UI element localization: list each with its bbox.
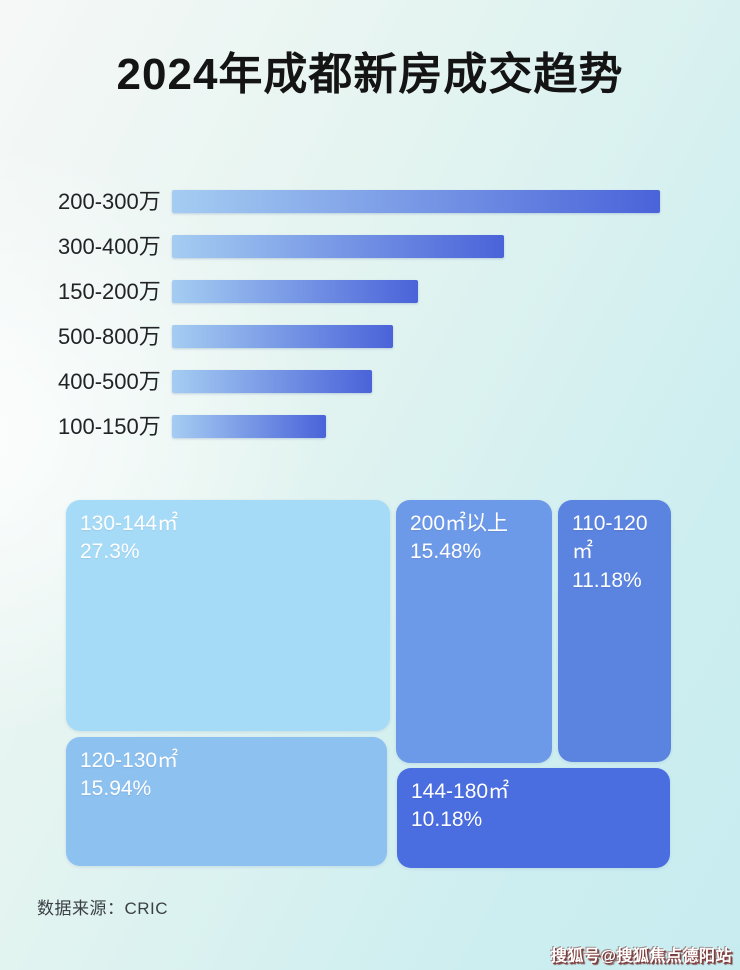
tile-label: 144-180㎡	[411, 780, 510, 803]
bar-500-800	[172, 325, 394, 348]
bar-row-150-200: 150-200万	[0, 280, 740, 304]
tile-label: 130-144㎡	[80, 512, 179, 535]
bar-300-400	[172, 235, 504, 258]
bar-label: 500-800万	[58, 324, 161, 349]
data-source-note: 数据来源：CRIC	[37, 899, 169, 918]
page-title: 2024年成都新房成交趋势	[116, 50, 624, 99]
bar-label: 300-400万	[58, 234, 161, 259]
treemap-tile-130-144: 130-144㎡ 27.3%	[66, 500, 390, 731]
bar-400-500	[172, 370, 373, 393]
tile-label: 110-120㎡	[572, 512, 648, 564]
tile-label: 200㎡以上	[410, 512, 509, 535]
tile-percentage: 15.48%	[410, 540, 482, 564]
bar-row-400-500: 400-500万	[0, 370, 740, 394]
bar-row-100-150: 100-150万	[0, 415, 740, 439]
bar-200-300	[172, 190, 660, 213]
bar-row-500-800: 500-800万	[0, 325, 740, 349]
treemap-tile-200-plus: 200㎡以上 15.48%	[396, 500, 552, 763]
bar-label: 200-300万	[58, 189, 161, 214]
bar-100-150	[172, 415, 327, 438]
treemap-tile-144-180: 144-180㎡ 10.18%	[397, 768, 670, 868]
bar-150-200	[172, 280, 418, 303]
bar-row-300-400: 300-400万	[0, 235, 740, 259]
tile-percentage: 27.3%	[80, 540, 140, 564]
bar-row-200-300: 200-300万	[0, 190, 740, 214]
tile-percentage: 11.18%	[572, 568, 642, 592]
tile-percentage: 10.18%	[411, 808, 483, 832]
bar-label: 100-150万	[58, 414, 161, 439]
treemap-tile-110-120: 110-120㎡ 11.18%	[558, 500, 671, 762]
treemap-tile-120-130: 120-130㎡ 15.94%	[66, 737, 387, 866]
bar-label: 150-200万	[58, 279, 161, 304]
tile-label: 120-130㎡	[80, 749, 179, 772]
price-range-bar-chart: 200-300万 300-400万 150-200万 500-800万 400-…	[0, 188, 740, 448]
bar-label: 400-500万	[58, 369, 161, 394]
tile-percentage: 15.94%	[80, 777, 152, 801]
watermark: 搜狐号@搜狐焦点德阳站	[550, 948, 732, 965]
